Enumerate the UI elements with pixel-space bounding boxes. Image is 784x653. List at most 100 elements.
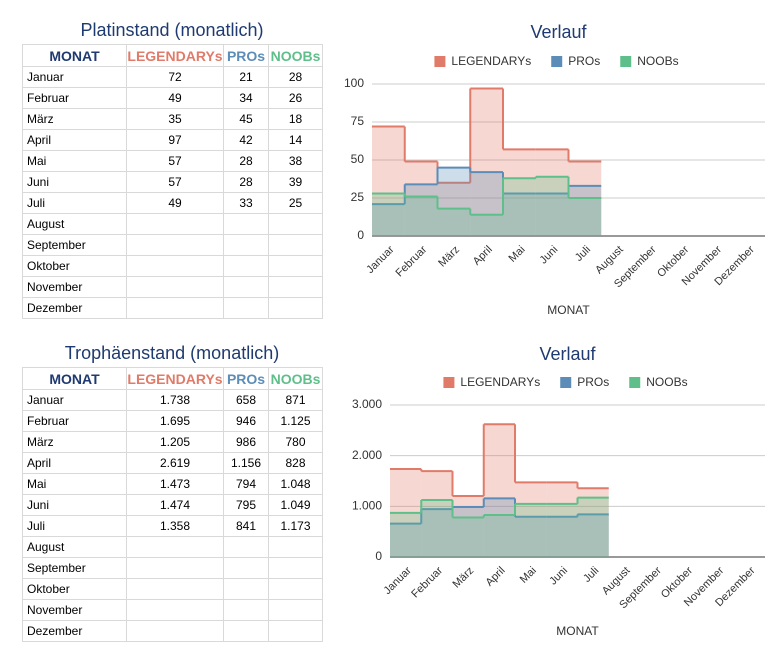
legend-swatch [560, 377, 572, 388]
y-tick-label: 75 [351, 114, 365, 128]
table: MONAT LEGENDARYs PROs NOOBs Januar 72 21 28 Febr… [22, 44, 323, 319]
area-step [546, 503, 578, 557]
legend-swatch [434, 56, 446, 67]
legend-label: LEGENDARYs [460, 375, 540, 389]
cell: September [22, 557, 127, 579]
area-step [470, 172, 503, 236]
table: MONAT LEGENDARYs PROs NOOBs Januar 1.738 658 87… [22, 367, 323, 642]
table-title: Trophäenstand (monatlich) [64, 343, 280, 363]
area-step [515, 516, 547, 557]
cell: August [22, 536, 127, 558]
cell: November [22, 276, 127, 298]
cell: Februar [22, 87, 127, 109]
area-step [421, 500, 453, 557]
cell: 871 [268, 389, 323, 411]
x-tick-label: Januar [364, 243, 397, 276]
row: Dezember [22, 620, 323, 642]
area-step [546, 482, 578, 557]
x-tick-label: Juli [581, 565, 601, 585]
cell: 45 [223, 108, 269, 130]
y-tick-label: 1.000 [352, 499, 382, 513]
row: September [22, 234, 323, 256]
area-step [470, 88, 503, 236]
area-step [515, 503, 547, 557]
area-step [372, 126, 405, 236]
area-step [404, 196, 438, 236]
chart-title: Verlauf [539, 344, 596, 364]
cell: 794 [223, 473, 269, 495]
row: Oktober [22, 578, 323, 600]
table-title: Platinstand (monatlich) [80, 20, 264, 40]
cell [268, 297, 323, 319]
y-tick-label: 0 [375, 549, 382, 563]
cell: 28 [223, 150, 269, 172]
cell: Dezember [22, 297, 127, 319]
legend-item: NOOBs [620, 54, 679, 68]
area-step [568, 185, 602, 236]
area-step [503, 193, 536, 236]
legend-swatch [551, 56, 563, 67]
legend-swatch [629, 377, 641, 388]
area-step [483, 424, 515, 557]
area-step [390, 523, 422, 557]
area-step [421, 471, 453, 557]
row: April 97 42 14 [22, 129, 323, 151]
area-step [483, 515, 515, 557]
cell: 780 [268, 431, 323, 453]
area-step [577, 488, 609, 557]
legend-swatch [443, 377, 455, 388]
row: Februar 49 34 26 [22, 87, 323, 109]
area-step [577, 497, 609, 557]
area-step [483, 498, 515, 557]
header-cell: LEGENDARYs [126, 44, 224, 67]
row: Januar 1.738 658 871 [22, 389, 323, 411]
legend-item: NOOBs [629, 375, 688, 389]
row: August [22, 213, 323, 235]
row: Januar 72 21 28 [22, 66, 323, 88]
row: Februar 1.695 946 1.125 [22, 410, 323, 432]
cell [268, 620, 323, 642]
area-step [515, 482, 547, 557]
area-step [404, 161, 438, 236]
area-step [568, 198, 602, 236]
x-tick-label: März [451, 565, 477, 591]
y-tick-label: 100 [344, 76, 364, 90]
cell: 1.048 [268, 473, 323, 495]
cell: 28 [268, 66, 323, 88]
legend-item: LEGENDARYs [443, 375, 540, 389]
y-tick-label: 2.000 [352, 448, 382, 462]
cell: 1.473 [126, 473, 224, 495]
area-step [372, 204, 405, 236]
x-tick-label: April [483, 565, 507, 589]
area-step [452, 517, 484, 557]
cell: 1.695 [126, 410, 224, 432]
area-step [452, 507, 484, 557]
cell: 986 [223, 431, 269, 453]
legend-label: NOOBs [646, 375, 687, 389]
row: Juni 1.474 795 1.049 [22, 494, 323, 516]
area-step [390, 512, 422, 557]
x-tick-label: März [436, 244, 462, 270]
area-step [437, 208, 471, 236]
chart-title: Verlauf [530, 22, 587, 42]
legend-item: PROs [560, 375, 609, 389]
legend-item: PROs [551, 54, 600, 68]
x-tick-label: Juli [573, 244, 593, 264]
series [390, 496, 609, 557]
header-cell: PROs [223, 44, 269, 67]
area-step [577, 514, 609, 557]
cell: 38 [268, 150, 323, 172]
area-step [546, 516, 578, 557]
y-tick-label: 0 [357, 228, 364, 242]
series [372, 175, 602, 236]
header-cell: PROs [223, 367, 269, 390]
x-tick-label: April [471, 244, 495, 268]
row: Mai 1.473 794 1.048 [22, 473, 323, 495]
y-tick-label: 50 [351, 152, 365, 166]
cell: 1.125 [268, 410, 323, 432]
cell: 14 [268, 129, 323, 151]
area-step [437, 167, 471, 236]
area-step [404, 184, 438, 236]
cell: Dezember [22, 620, 127, 642]
